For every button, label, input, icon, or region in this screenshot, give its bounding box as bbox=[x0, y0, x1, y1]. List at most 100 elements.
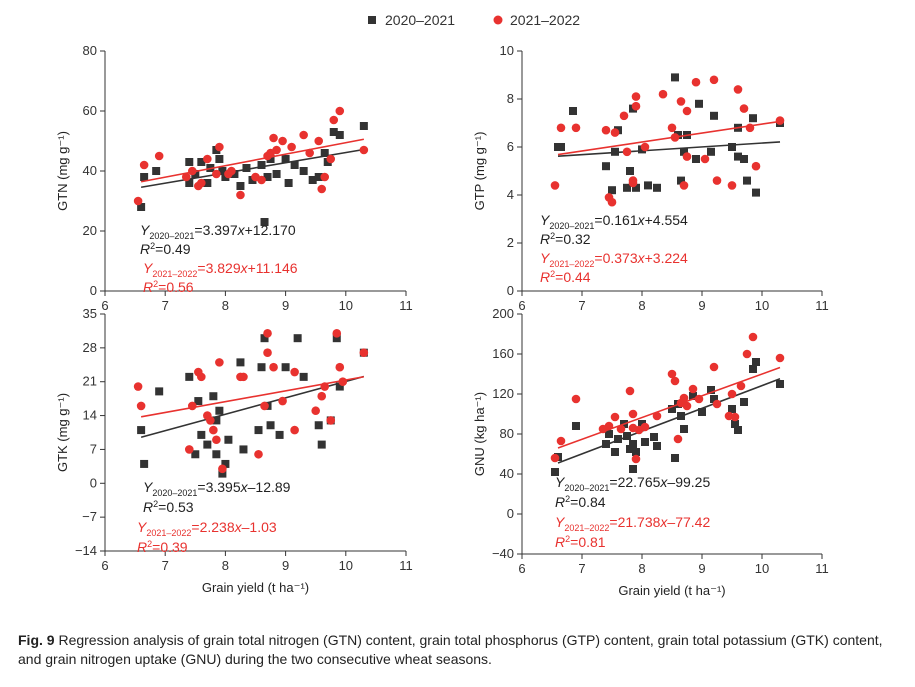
data-point-2020-2021-gtn bbox=[197, 158, 206, 166]
data-point-2020-2021-gtn bbox=[152, 167, 161, 175]
panel-gtn: 0 20 40 60 80 6 7 8 9 10 11 GTN (mg g⁻¹) Y2020–2021=… bbox=[55, 43, 413, 313]
data-point-2021-2022-gtk bbox=[254, 449, 263, 459]
x-axis-title-gnu: Grain yield (t ha⁻¹) bbox=[618, 583, 725, 598]
data-point-2020-2021-gtk bbox=[299, 372, 308, 381]
data-point-2020-2021-gtn bbox=[257, 161, 266, 169]
data-point-2020-2021-gtk bbox=[239, 445, 248, 454]
data-point-2020-2021-gnu bbox=[776, 380, 784, 388]
data-point-2021-2022-gtn bbox=[314, 136, 324, 146]
data-point-2021-2022-gtn bbox=[197, 178, 206, 188]
data-point-2020-2021-gtn bbox=[359, 122, 368, 130]
data-point-2020-2021-gtn bbox=[185, 179, 194, 187]
data-point-2021-2022-gtn bbox=[326, 154, 336, 164]
data-point-2020-2021-gtk bbox=[266, 421, 275, 430]
data-point-2020-2021-gnu bbox=[707, 386, 715, 394]
y-tick-label-gtn: 20 bbox=[83, 223, 97, 238]
data-point-2021-2022-gnu bbox=[652, 411, 662, 421]
data-point-2021-2022-gnu bbox=[727, 389, 737, 399]
regression-equation-gtp: R2=0.32 bbox=[540, 231, 591, 247]
data-point-2021-2022-gtp bbox=[601, 125, 611, 135]
data-point-2021-2022-gtp bbox=[607, 197, 617, 207]
data-point-2020-2021-gtk bbox=[140, 459, 149, 468]
data-point-2021-2022-gtk bbox=[278, 396, 287, 406]
x-tick-label-gnu: 7 bbox=[578, 561, 585, 576]
regression-line-2021-2022-gtp bbox=[557, 120, 781, 156]
regression-equation-gnu: R2=0.81 bbox=[555, 534, 606, 550]
data-point-2021-2022-gtp bbox=[709, 75, 719, 85]
data-point-2021-2022-gnu bbox=[628, 409, 638, 419]
data-point-2020-2021-gnu bbox=[650, 433, 658, 441]
y-axis-title-gtk: GTK (mg g⁻¹) bbox=[55, 393, 70, 472]
data-point-2021-2022-gtn bbox=[236, 190, 245, 200]
x-tick-label-gnu: 10 bbox=[755, 561, 769, 576]
data-point-2020-2021-gtk bbox=[260, 334, 269, 343]
legend-label-2021-2022: 2021–2022 bbox=[510, 12, 580, 28]
x-tick-label-gtp: 11 bbox=[815, 298, 829, 313]
data-point-2021-2022-gtk bbox=[326, 416, 336, 425]
data-point-2020-2021-gtp bbox=[677, 176, 685, 185]
data-point-2020-2021-gtk bbox=[212, 416, 221, 425]
y-tick-label-gtk: 14 bbox=[83, 408, 97, 423]
data-point-2021-2022-gnu bbox=[673, 434, 683, 444]
data-point-2021-2022-gnu bbox=[550, 453, 560, 463]
regression-line-2021-2022-gnu bbox=[557, 366, 781, 449]
data-point-2020-2021-gtn bbox=[299, 167, 308, 175]
data-point-2021-2022-gtn bbox=[269, 133, 278, 143]
data-point-2020-2021-gtk bbox=[224, 435, 233, 444]
data-point-2020-2021-gtk bbox=[335, 382, 344, 391]
data-point-2021-2022-gtp bbox=[733, 85, 743, 94]
regression-equation-gtn: Y2021–2022=3.829x+11.146 bbox=[143, 260, 298, 279]
regression-equation-gtk: Y2021–2022=2.238x–1.03 bbox=[137, 519, 277, 538]
data-point-2020-2021-gtk bbox=[197, 430, 206, 439]
data-point-2020-2021-gtk bbox=[257, 363, 266, 372]
panel-gtk: −14 −7 0 7 14 21 28 35 6 7 8 9 10 11 GTK (mg g⁻¹) Grain… bbox=[55, 306, 413, 595]
y-tick-label-gnu: 160 bbox=[492, 346, 514, 361]
data-point-2020-2021-gnu bbox=[728, 405, 736, 413]
data-point-2021-2022-gnu bbox=[709, 362, 719, 372]
data-point-2020-2021-gtk bbox=[281, 363, 290, 372]
data-point-2021-2022-gtp bbox=[751, 161, 761, 171]
data-point-2021-2022-gtn bbox=[287, 142, 296, 152]
data-point-2020-2021-gnu bbox=[749, 365, 757, 373]
data-point-2021-2022-gtp bbox=[775, 116, 785, 125]
data-point-2021-2022-gtn bbox=[335, 106, 345, 116]
data-point-2021-2022-gtk bbox=[311, 406, 321, 416]
x-tick-label-gtp: 10 bbox=[755, 298, 769, 313]
data-point-2021-2022-gnu bbox=[610, 412, 620, 422]
data-point-2020-2021-gtp bbox=[602, 162, 610, 171]
data-point-2021-2022-gtn bbox=[227, 166, 236, 176]
data-point-2020-2021-gtn bbox=[260, 218, 269, 226]
data-point-2021-2022-gtk bbox=[317, 391, 327, 401]
data-point-2020-2021-gtp bbox=[728, 143, 736, 151]
y-tick-label-gnu: 200 bbox=[492, 306, 514, 321]
data-point-2020-2021-gtp bbox=[749, 114, 757, 123]
data-point-2020-2021-gtn bbox=[218, 167, 227, 175]
data-point-2020-2021-gtk bbox=[137, 426, 146, 435]
x-tick-label-gtn: 9 bbox=[282, 298, 289, 313]
data-point-2020-2021-gnu bbox=[698, 408, 706, 416]
data-point-2020-2021-gtn bbox=[185, 158, 194, 166]
data-point-2020-2021-gtn bbox=[263, 173, 272, 181]
data-point-2021-2022-gnu bbox=[571, 394, 581, 404]
data-point-2021-2022-gtn bbox=[272, 145, 281, 155]
data-point-2020-2021-gtk bbox=[275, 430, 284, 439]
data-point-2021-2022-gnu bbox=[682, 401, 692, 411]
data-point-2021-2022-gnu bbox=[748, 332, 758, 342]
data-point-2021-2022-gtp bbox=[679, 181, 689, 190]
data-point-2021-2022-gtp bbox=[628, 178, 638, 188]
data-point-2021-2022-gtp bbox=[571, 123, 581, 133]
data-point-2021-2022-gtp bbox=[658, 89, 668, 99]
y-tick-label-gtk: 21 bbox=[83, 374, 97, 389]
data-point-2021-2022-gtn bbox=[317, 184, 327, 194]
data-point-2020-2021-gnu bbox=[668, 405, 676, 413]
data-point-2020-2021-gtn bbox=[329, 128, 338, 136]
x-tick-label-gtk: 9 bbox=[282, 558, 289, 573]
data-point-2020-2021-gnu bbox=[605, 430, 613, 438]
data-point-2021-2022-gtn bbox=[139, 160, 149, 170]
data-point-2021-2022-gtp bbox=[712, 176, 722, 185]
data-point-2021-2022-gtk bbox=[359, 348, 369, 357]
data-point-2020-2021-gnu bbox=[734, 426, 742, 434]
regression-equation-gtn: R2=0.49 bbox=[140, 241, 191, 257]
